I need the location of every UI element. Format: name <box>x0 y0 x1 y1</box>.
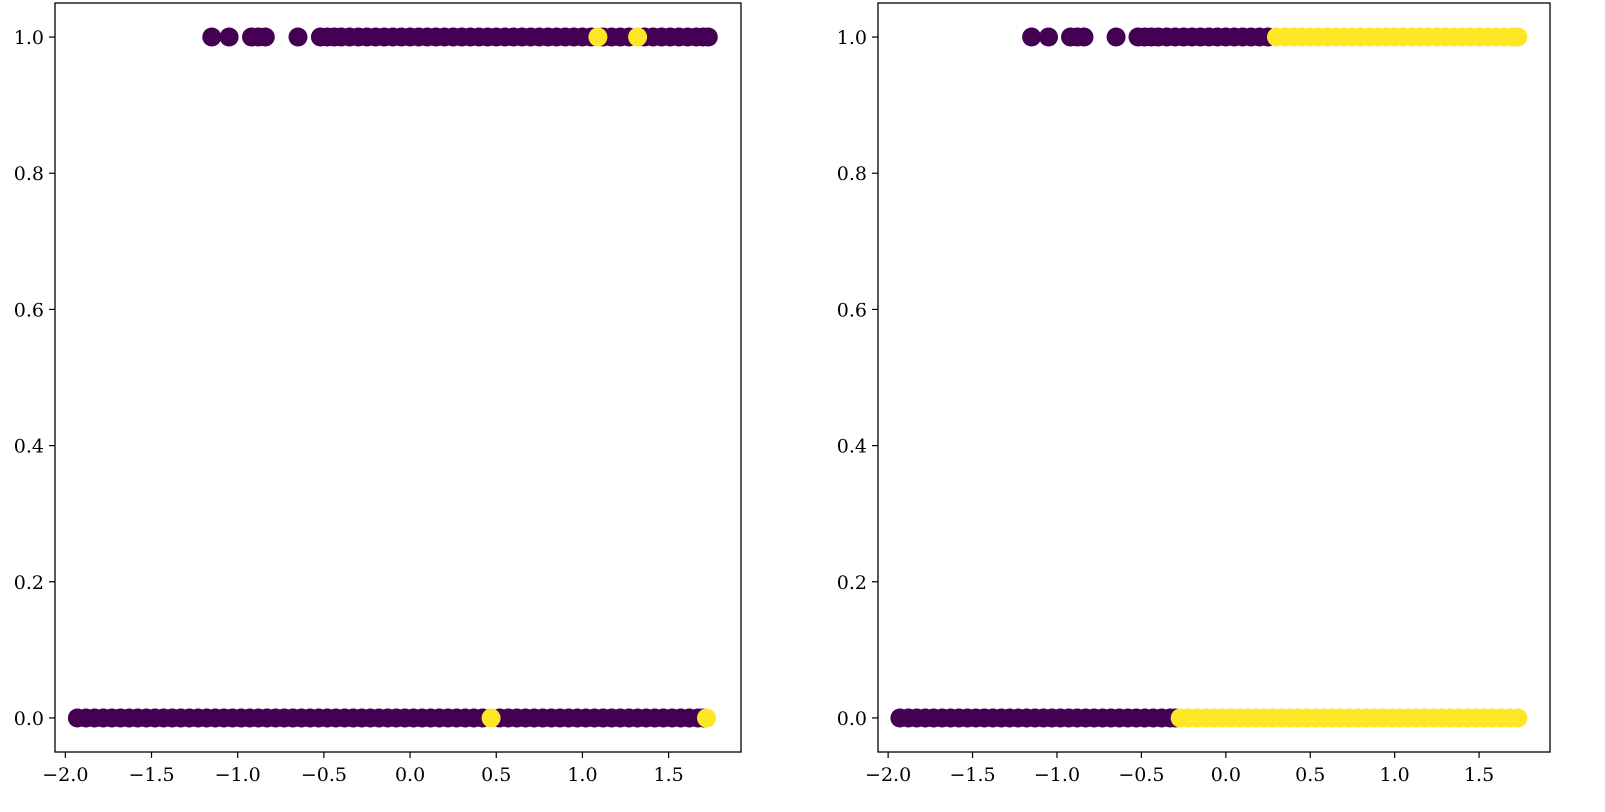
axes-frame <box>877 2 1551 753</box>
x-tick-label: −0.5 <box>301 764 347 786</box>
y-tick-label: 0.4 <box>837 436 867 458</box>
point-class-1-y1-29 <box>1508 27 1528 47</box>
x-tick-label: 0.0 <box>395 764 425 786</box>
x-tick-label: −1.0 <box>1034 764 1080 786</box>
left-scatter-panel: −2.0 −1.5 −1.0 −0.5 0.0 0.5 1.0 1.5 0.0 0.2 0.4 0.6… <box>14 2 742 786</box>
x-tick-label: 1.5 <box>1464 764 1494 786</box>
point-class-0-y1-1 <box>219 27 239 47</box>
x-tick-label: −1.0 <box>215 764 261 786</box>
axes-frame <box>54 2 742 753</box>
x-tick-label: 1.0 <box>567 764 597 786</box>
x-tick-label: −2.0 <box>42 764 88 786</box>
y-tick-label: 0.8 <box>14 163 44 185</box>
point-class-0-y1-4 <box>1074 27 1094 47</box>
y-tick-label: 0.8 <box>837 163 867 185</box>
y-tick-label: 0.0 <box>837 708 867 730</box>
x-tick-label: 0.5 <box>1295 764 1325 786</box>
y-tick-label: 0.2 <box>14 572 44 594</box>
x-tick-label: 1.5 <box>653 764 683 786</box>
x-tick-label: 0.5 <box>481 764 511 786</box>
point-class-0-y1-1 <box>1039 27 1058 47</box>
right-scatter-panel: −2.0 −1.5 −1.0 −0.5 0.0 0.5 1.0 1.5 0.0 0.2 0.4 0.6… <box>837 2 1551 786</box>
point-class-0-y1-5 <box>1106 27 1126 47</box>
x-tick-label: −2.0 <box>865 764 911 786</box>
point-class-1-y0-40 <box>1508 708 1528 728</box>
x-tick-label: −0.5 <box>1118 764 1164 786</box>
y-tick-label: 1.0 <box>14 27 44 49</box>
point-class-0-y1-0 <box>1022 27 1042 47</box>
point-class-0-y1-5 <box>288 27 308 47</box>
x-tick-label: 0.0 <box>1211 764 1241 786</box>
point-class-0-y1-0 <box>202 27 222 47</box>
y-tick-label: 0.2 <box>837 572 867 594</box>
y-tick-label: 0.0 <box>14 708 44 730</box>
point-class-1-y0-0 <box>481 708 501 728</box>
point-class-0-y1-4 <box>255 27 275 47</box>
x-tick-label: −1.5 <box>128 764 174 786</box>
point-class-1-y0-1 <box>697 708 716 728</box>
x-tick-label: −1.5 <box>949 764 995 786</box>
point-class-1-y1-0 <box>588 27 608 47</box>
point-class-1-y1-1 <box>628 27 648 47</box>
y-tick-label: 0.4 <box>14 436 44 458</box>
y-tick-label: 0.6 <box>837 299 867 321</box>
point-class-0-y1-51 <box>698 27 718 47</box>
x-tick-label: 1.0 <box>1380 764 1410 786</box>
y-tick-label: 1.0 <box>837 27 867 49</box>
y-tick-label: 0.6 <box>14 299 44 321</box>
